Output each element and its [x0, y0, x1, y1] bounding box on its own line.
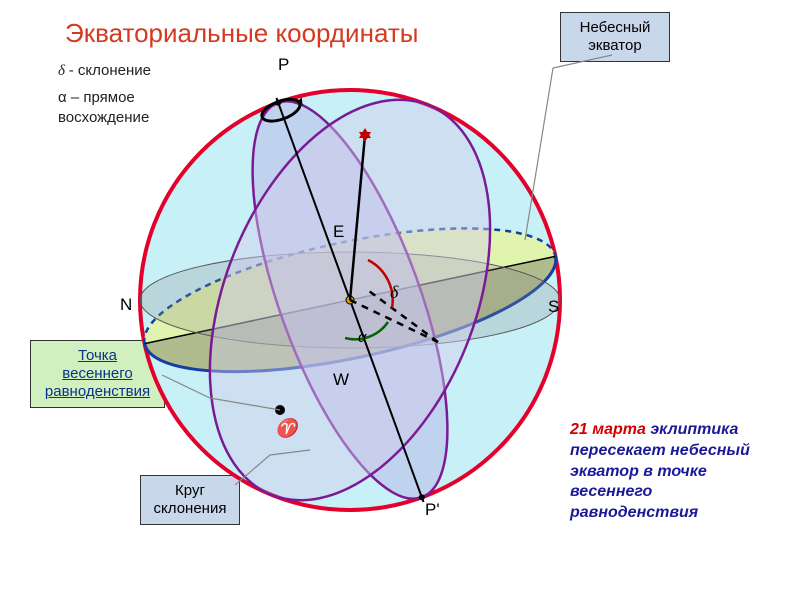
label-W: W: [333, 370, 349, 390]
label-delta: δ: [390, 282, 398, 303]
label-E: E: [333, 222, 344, 242]
label-N: N: [120, 295, 132, 315]
label-P: P: [278, 55, 289, 75]
label-Pprime: P': [425, 500, 440, 520]
label-aries: ♈: [275, 418, 297, 439]
label-alpha: α: [358, 329, 367, 346]
label-S: S: [548, 297, 559, 317]
